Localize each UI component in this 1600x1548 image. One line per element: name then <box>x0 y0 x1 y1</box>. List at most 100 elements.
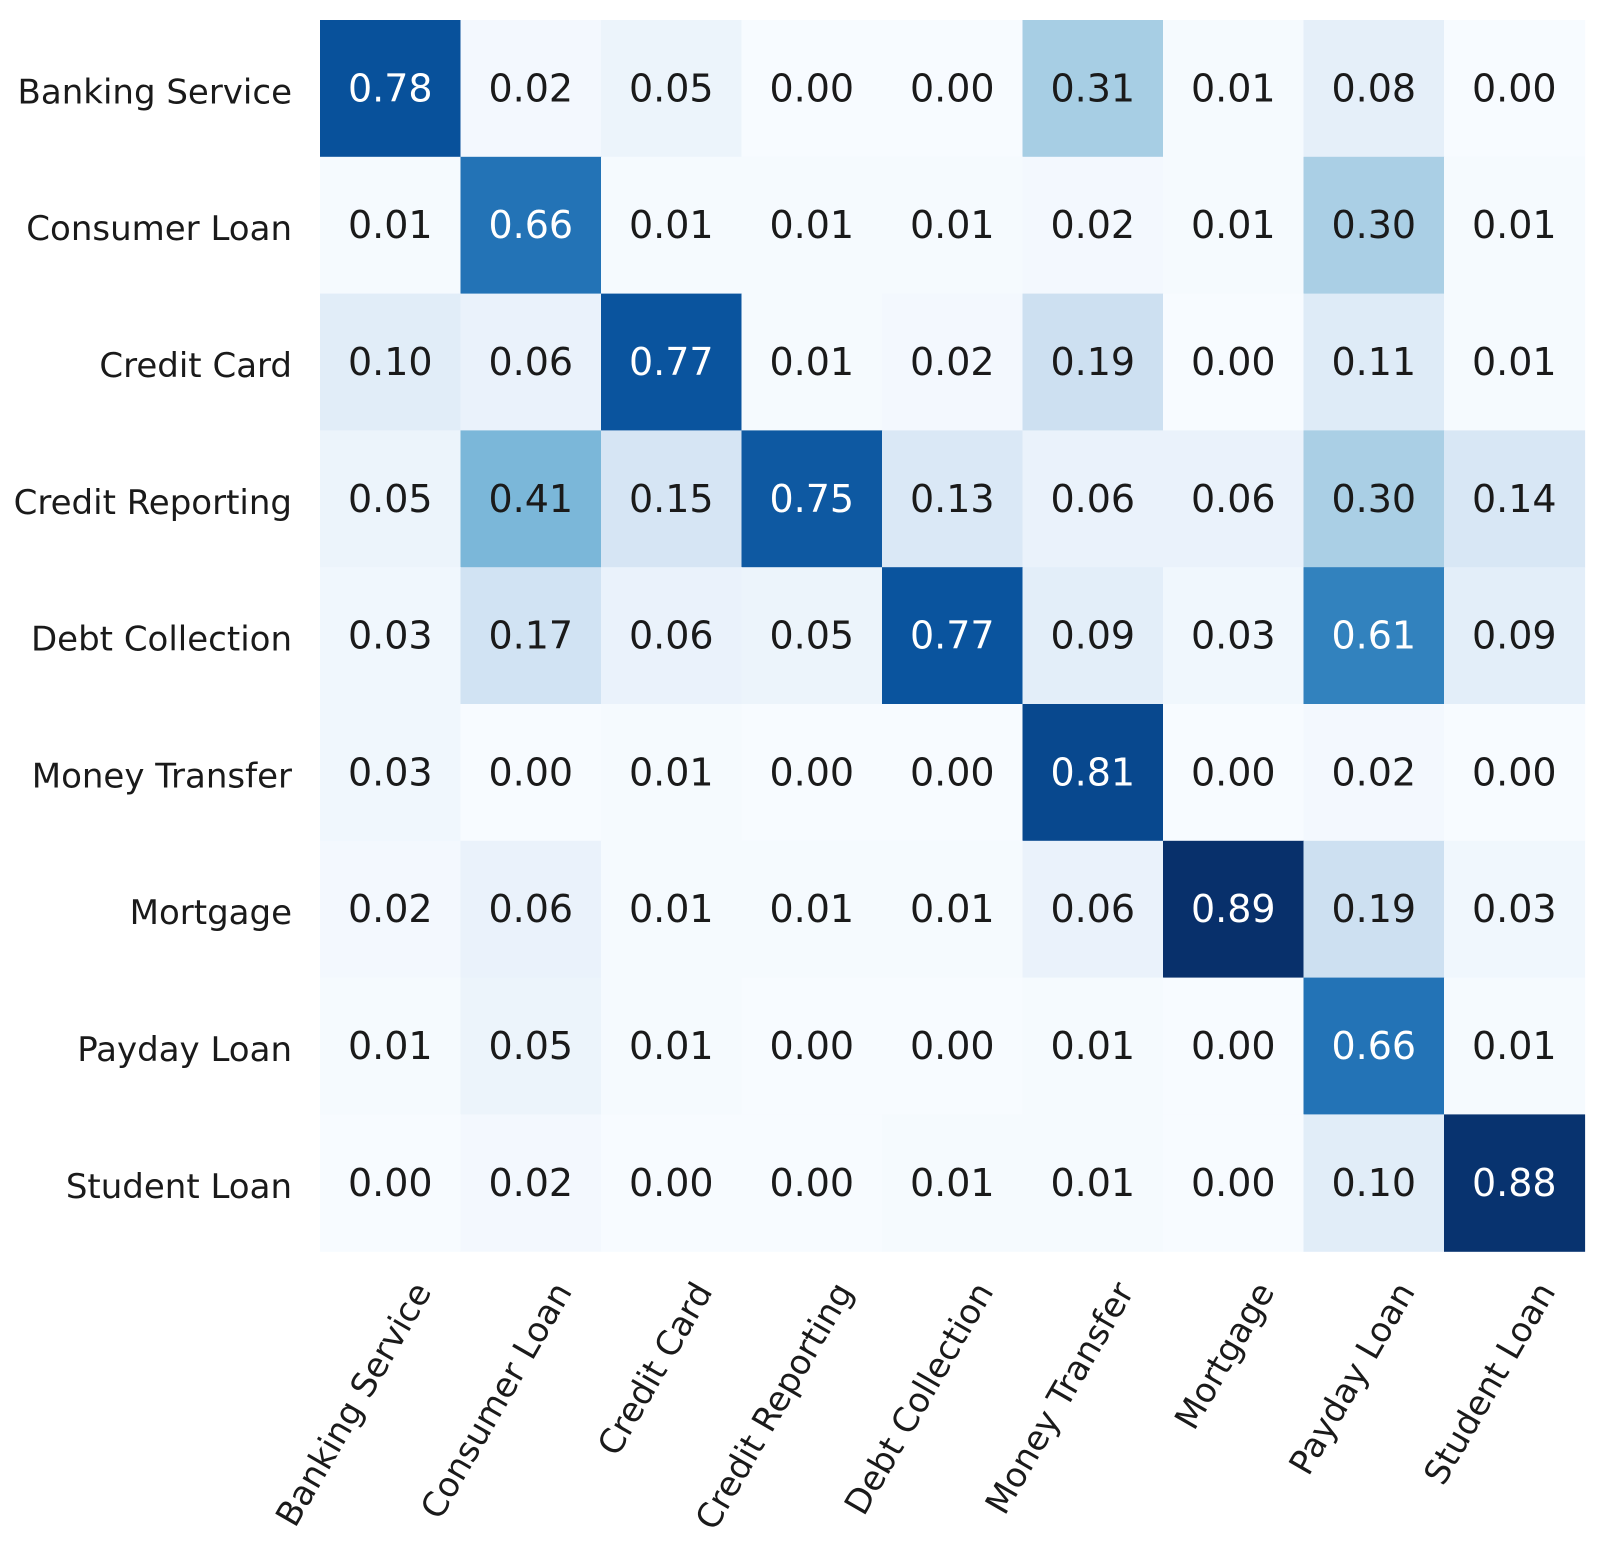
row-label-student-loan: Student Loan <box>66 1167 292 1207</box>
heatmap-cell-mortgage-banking-service <box>320 840 462 979</box>
cell-value-label: 0.03 <box>348 750 433 794</box>
cell-value-label: 0.00 <box>1472 750 1557 794</box>
cell-value-label: 0.00 <box>910 66 995 110</box>
heatmap-cell-debt-collection-debt-collection <box>882 567 1024 705</box>
cell-value-label: 0.06 <box>1050 477 1135 521</box>
cell-value-label: 0.13 <box>910 477 995 521</box>
heatmap-cell-credit-card-credit-reporting <box>741 293 883 431</box>
cell-value-label: 0.05 <box>769 614 854 658</box>
heatmap-cell-credit-card-banking-service <box>320 293 462 431</box>
heatmap-cell-money-transfer-banking-service <box>320 704 462 842</box>
cell-value-label: 0.00 <box>1191 1024 1276 1068</box>
cell-value-label: 0.66 <box>488 203 573 247</box>
cell-value-label: 0.00 <box>1191 340 1276 384</box>
heatmap-cells: 0.78 0.02 0.05 0.00 0.00 0.31 0.01 0.08 0.00 0.01… <box>320 20 1586 1252</box>
heatmap-cell-credit-reporting-credit-reporting <box>741 430 883 568</box>
heatmap-cell-payday-loan-payday-loan <box>1303 977 1445 1115</box>
heatmap-cell-banking-service-credit-reporting <box>741 20 883 158</box>
cell-value-label: 0.41 <box>488 477 573 521</box>
heatmap-cell-mortgage-credit-reporting <box>741 840 883 979</box>
heatmap-cell-banking-service-banking-service <box>320 20 462 158</box>
row-label-mortgage: Mortgage <box>130 893 292 933</box>
heatmap-cell-credit-card-credit-card <box>601 293 743 431</box>
cell-value-label: 0.75 <box>769 477 854 521</box>
heatmap-cell-debt-collection-banking-service <box>320 567 462 705</box>
cell-value-label: 0.03 <box>1191 614 1276 658</box>
heatmap-cell-banking-service-credit-card <box>601 20 743 158</box>
heatmap-cell-credit-card-consumer-loan <box>460 293 602 431</box>
cell-value-label: 0.01 <box>1191 66 1276 110</box>
heatmap-cell-mortgage-mortgage <box>1163 840 1305 979</box>
heatmap-cell-mortgage-money-transfer <box>1022 840 1164 979</box>
cell-value-label: 0.01 <box>910 1161 995 1205</box>
cell-value-label: 0.09 <box>1472 614 1557 658</box>
heatmap-cell-consumer-loan-banking-service <box>320 156 462 295</box>
heatmap-cell-consumer-loan-payday-loan <box>1303 156 1445 295</box>
cell-value-label: 0.01 <box>629 750 714 794</box>
cell-value-label: 0.01 <box>1472 340 1557 384</box>
heatmap-cell-consumer-loan-money-transfer <box>1022 156 1164 295</box>
cell-value-label: 0.00 <box>348 1161 433 1205</box>
heatmap-cell-banking-service-mortgage <box>1163 20 1305 158</box>
column-label-consumer-loan: Consumer Loan <box>413 1276 581 1526</box>
cell-value-label: 0.10 <box>348 340 433 384</box>
heatmap-cell-credit-reporting-money-transfer <box>1022 430 1164 568</box>
heatmap-cell-credit-card-mortgage <box>1163 293 1305 431</box>
heatmap-cell-credit-card-debt-collection <box>882 293 1024 431</box>
cell-value-label: 0.06 <box>1191 477 1276 521</box>
cell-value-label: 0.66 <box>1331 1024 1416 1068</box>
column-label-credit-card: Credit Card <box>590 1276 721 1463</box>
cell-value-label: 0.10 <box>1331 1161 1416 1205</box>
heatmap-cell-debt-collection-payday-loan <box>1303 567 1445 705</box>
row-label-money-transfer: Money Transfer <box>32 756 292 796</box>
heatmap-cell-credit-reporting-payday-loan <box>1303 430 1445 568</box>
heatmap-cell-student-loan-student-loan <box>1444 1114 1586 1252</box>
heatmap-cell-banking-service-money-transfer <box>1022 20 1164 158</box>
heatmap-cell-payday-loan-banking-service <box>320 977 462 1115</box>
heatmap-cell-student-loan-credit-card <box>601 1114 743 1252</box>
cell-value-label: 0.77 <box>629 340 714 384</box>
heatmap-cell-mortgage-student-loan <box>1444 840 1586 979</box>
heatmap-cell-debt-collection-money-transfer <box>1022 567 1164 705</box>
heatmap-cell-payday-loan-mortgage <box>1163 977 1305 1115</box>
row-label-credit-reporting: Credit Reporting <box>14 483 292 523</box>
cell-value-label: 0.05 <box>348 477 433 521</box>
heatmap-cell-mortgage-debt-collection <box>882 840 1024 979</box>
row-label-banking-service: Banking Service <box>18 72 292 112</box>
cell-value-label: 0.00 <box>1191 750 1276 794</box>
cell-value-label: 0.01 <box>348 1024 433 1068</box>
heatmap-cell-money-transfer-consumer-loan <box>460 704 602 842</box>
heatmap-cell-money-transfer-debt-collection <box>882 704 1024 842</box>
cell-value-label: 0.31 <box>1050 66 1135 110</box>
cell-value-label: 0.89 <box>1191 887 1276 931</box>
cell-value-label: 0.06 <box>488 340 573 384</box>
cell-value-label: 0.01 <box>629 203 714 247</box>
heatmap-cell-consumer-loan-credit-reporting <box>741 156 883 295</box>
heatmap-cell-money-transfer-credit-reporting <box>741 704 883 842</box>
heatmap-cell-payday-loan-money-transfer <box>1022 977 1164 1115</box>
cell-value-label: 0.01 <box>1191 203 1276 247</box>
column-label-mortgage: Mortgage <box>1167 1276 1283 1437</box>
cell-value-label: 0.01 <box>769 203 854 247</box>
cell-value-label: 0.30 <box>1331 477 1416 521</box>
heatmap-cell-payday-loan-student-loan <box>1444 977 1586 1115</box>
cell-value-label: 0.02 <box>488 1161 573 1205</box>
cell-value-label: 0.01 <box>629 1024 714 1068</box>
cell-value-label: 0.00 <box>1472 66 1557 110</box>
heatmap-cell-student-loan-mortgage <box>1163 1114 1305 1252</box>
cell-value-label: 0.08 <box>1331 66 1416 110</box>
heatmap-cell-money-transfer-credit-card <box>601 704 743 842</box>
cell-value-label: 0.00 <box>769 1161 854 1205</box>
cell-value-label: 0.01 <box>629 887 714 931</box>
cell-value-label: 0.09 <box>1050 614 1135 658</box>
heatmap-cell-student-loan-payday-loan <box>1303 1114 1445 1252</box>
cell-value-label: 0.00 <box>769 66 854 110</box>
column-label-payday-loan: Payday Loan <box>1281 1276 1423 1482</box>
cell-value-label: 0.05 <box>629 66 714 110</box>
cell-value-label: 0.01 <box>1050 1024 1135 1068</box>
cell-value-label: 0.00 <box>488 750 573 794</box>
heatmap-cell-banking-service-consumer-loan <box>460 20 602 158</box>
heatmap-cell-student-loan-credit-reporting <box>741 1114 883 1252</box>
cell-value-label: 0.01 <box>769 887 854 931</box>
